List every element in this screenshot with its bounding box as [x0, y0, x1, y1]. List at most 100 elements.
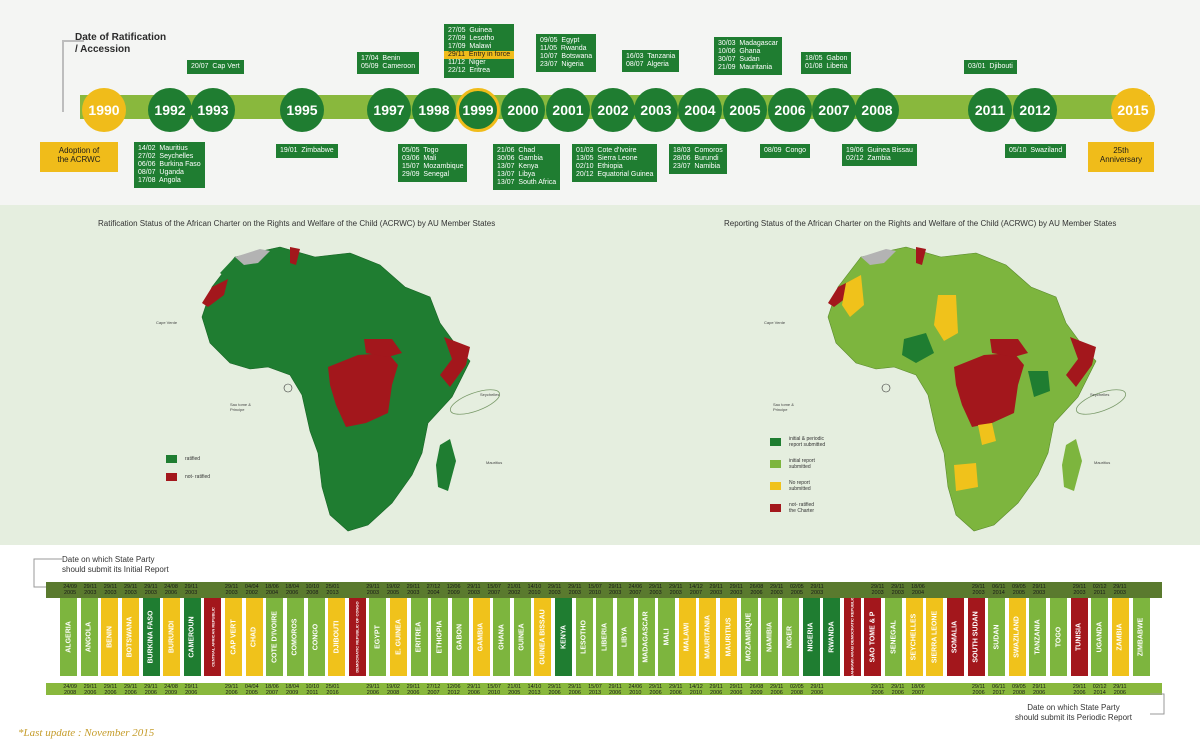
country-column: E. GUINEA [390, 598, 407, 676]
initial-report-date: 29/11 2003 [103, 584, 118, 596]
country-column: SAHRAWI ARAB DEMOCRATIC REPUBLIC [843, 598, 861, 676]
periodic-report-date: 29/11 2006 [729, 684, 743, 696]
country-column: SEYCHELLES [905, 598, 923, 676]
periodic-report-date: 18/04 2009 [285, 684, 300, 696]
initial-report-date: 29/11 2003 [608, 584, 622, 596]
country-name: GUINEA [518, 623, 526, 651]
ratification-box-1999: 27/05 Guinea 27/09 Lesotho 17/09 Malawi 2… [444, 24, 515, 78]
country-name: BURKINA FASO [147, 610, 155, 664]
periodic-report-date: 14/12 2010 [689, 684, 703, 696]
country-name: SAHRAWI ARAB DEMOCRATIC REPUBLIC [849, 598, 855, 676]
initial-report-date: 29/11 2003 [891, 584, 905, 596]
country-column: CENTRAL AFRICAN REPUBLIC [204, 598, 222, 676]
left-legend-swatch [166, 473, 177, 481]
country-column: MAURITANIA [699, 598, 717, 676]
country-name: ZIMBABWE [1137, 617, 1145, 657]
periodic-report-date: 29/11 2006 [1072, 684, 1087, 696]
periodic-dates-band [46, 683, 1162, 695]
country-name: MAURITANIA [704, 615, 712, 659]
initial-report-date: 14/12 2007 [689, 584, 703, 596]
country-name: ETHIOPIA [436, 620, 444, 654]
country-name: CAP VERT [230, 619, 237, 655]
periodic-report-date: 29/11 2006 [709, 684, 723, 696]
periodic-report-date: 04/04 2005 [244, 684, 259, 696]
periodic-report-date: 27/12 2007 [426, 684, 441, 696]
initial-report-date: 29/11 2003 [1032, 584, 1046, 596]
box-1999-part2: 11/12 Niger 22/12 Eritrea [448, 59, 491, 74]
country-name: TANZANIA [1034, 619, 1042, 655]
country-name: CHAD [250, 626, 258, 648]
anniversary-box: 25th Anniversary [1088, 142, 1154, 172]
periodic-report-note: Date on which State Party should submit … [1015, 703, 1132, 722]
country-column: BURKINA FASO [142, 598, 160, 676]
initial-report-date: 18/06 2004 [265, 584, 279, 596]
country-column: CHAD [245, 598, 263, 676]
country-column: DJIBOUTI [328, 598, 346, 676]
box-1999-part1: 27/05 Guinea 27/09 Lesotho 17/09 Malawi [448, 27, 495, 50]
ratification-box-1992: 14/02 Mauritius 27/02 Seychelles 06/06 B… [134, 142, 205, 188]
left-legend-item: ratified [166, 455, 210, 463]
ratification-box-2004: 18/03 Comoros 28/06 Burundi 23/07 Namibi… [669, 144, 727, 174]
africa-nigeria-green [902, 333, 934, 363]
initial-report-date: 29/11 2003 [224, 584, 239, 596]
country-name: BENIN [106, 626, 114, 648]
initial-report-note: Date on which State Party should submit … [62, 555, 169, 574]
initial-report-date: 29/11 2003 [568, 584, 582, 596]
country-name: CENTRAL AFRICAN REPUBLIC [210, 607, 216, 667]
periodic-report-date: 02/05 2008 [789, 684, 804, 696]
country-name: DEMOCRATIC REPUBLIC OF CONGO [354, 601, 360, 673]
right-legend-label: No report submitted [789, 480, 811, 492]
africa-south-sudan-r [990, 339, 1028, 357]
country-column: GAMBIA [472, 598, 490, 676]
timeline-bracket [62, 40, 84, 112]
initial-report-date: 29/11 2003 [870, 584, 885, 596]
initial-report-date [928, 584, 948, 596]
country-column: ALGERIA [60, 598, 77, 676]
periodic-note-bracket [1150, 693, 1165, 715]
periodic-report-date: 29/11 2006 [123, 684, 138, 696]
ratification-box-2007: 18/05 Gabon 01/08 Liberia [801, 52, 852, 74]
initial-report-date: 24/06 2007 [628, 584, 643, 596]
periodic-report-date: 29/11 2006 [83, 684, 97, 696]
periodic-report-date [948, 684, 968, 696]
periodic-report-date: 29/11 2006 [467, 684, 481, 696]
country-column: ZAMBIA [1111, 598, 1129, 676]
year-2008: 2008 [855, 88, 899, 132]
country-name: SOUTH SUDAN [972, 611, 980, 663]
country-column: MADAGASCAR [637, 598, 655, 676]
africa-west-sahara [202, 279, 228, 307]
initial-report-date: 14/10 2010 [527, 584, 542, 596]
right-legend-item: initial & periodic report submitted [770, 436, 825, 448]
country-name: CONGO [312, 623, 320, 651]
periodic-report-date: 29/11 2006 [608, 684, 622, 696]
periodic-report-date: 29/11 2006 [891, 684, 905, 696]
map-right-title: Reporting Status of the African Charter … [724, 219, 1117, 228]
initial-report-date: 29/11 2003 [547, 584, 562, 596]
ratification-box-1993: 20/07 Cap Vert [187, 60, 244, 74]
country-name: MOZAMBIQUE [745, 612, 753, 662]
initial-report-date: 09/05 2005 [1012, 584, 1026, 596]
africa-madagascar-r [1062, 439, 1082, 491]
year-1993: 1993 [191, 88, 235, 132]
left-legend-label: not- ratified [185, 474, 211, 480]
country-name: LIBERIA [601, 623, 609, 651]
country-column: SOMALIA [946, 598, 964, 676]
africa-drc-r [954, 353, 1024, 427]
seychelles-outline [449, 389, 501, 415]
right-legend-item: not- ratified the Charter [770, 502, 825, 514]
periodic-report-date: 25/01 2016 [325, 684, 340, 696]
country-name: E. GUINEA [395, 619, 402, 655]
periodic-report-date: 29/11 2006 [870, 684, 885, 696]
initial-report-date: 18/06 2004 [911, 584, 925, 596]
initial-report-date [343, 584, 363, 596]
periodic-report-date: 18/06 2007 [265, 684, 279, 696]
country-column: CONGO [307, 598, 325, 676]
country-column: SAO TOME & P [864, 598, 882, 676]
cap-verde-label-right: Cape Verde [764, 320, 786, 325]
ratification-box-2006: 08/09 Congo [760, 144, 811, 158]
seychelles-label-right: Seychelles [1090, 392, 1110, 397]
country-name: NAMIBIA [766, 622, 774, 652]
initial-report-date: 02/05 2005 [789, 584, 804, 596]
periodic-report-date [928, 684, 948, 696]
country-name: MADAGASCAR [642, 611, 650, 663]
